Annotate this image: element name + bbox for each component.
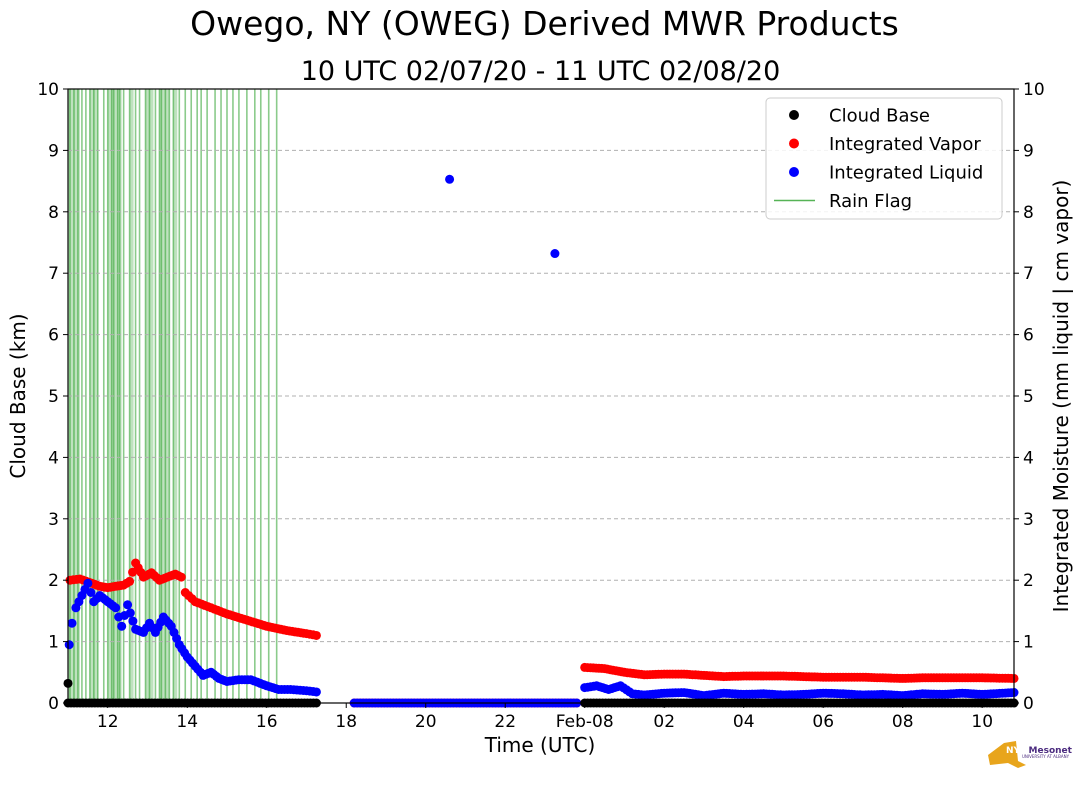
y-tick-label-left: 6 [48, 326, 59, 346]
y-tick-label-right: 8 [1023, 203, 1034, 223]
rain-flag-band [159, 89, 170, 703]
y-tick-label-right: 6 [1023, 326, 1034, 346]
x-tick-label: 18 [335, 712, 357, 732]
data-layer [63, 174, 1019, 708]
y-tick-label-right: 4 [1023, 448, 1034, 468]
integrated-liquid-point [83, 578, 93, 588]
integrated-liquid-point [64, 640, 74, 650]
x-tick-label: 22 [494, 712, 516, 732]
x-tick-label: 14 [176, 712, 198, 732]
y-tick-label-left: 9 [48, 141, 59, 161]
chart-title: Owego, NY (OWEG) Derived MWR Products [190, 4, 899, 43]
legend-label-cloud-base: Cloud Base [829, 106, 930, 127]
y-tick-label-right: 1 [1023, 633, 1034, 653]
x-tick-label: 20 [415, 712, 437, 732]
x-axis-label: Time (UTC) [484, 733, 596, 757]
y-tick-label-right: 2 [1023, 571, 1034, 591]
legend-marker-cloud-base [789, 110, 799, 120]
integrated-vapor-point [125, 576, 135, 586]
y-tick-label-left: 2 [48, 571, 59, 591]
integrated-liquid-outlier [445, 174, 455, 184]
integrated-liquid-outlier [550, 249, 560, 259]
y-tick-label-right: 10 [1023, 80, 1045, 100]
y-tick-label-left: 5 [48, 387, 59, 407]
x-tick-label: 08 [892, 712, 914, 732]
integrated-liquid-point [111, 603, 121, 613]
x-tick-label: 16 [256, 712, 278, 732]
integrated-liquid-point [67, 618, 77, 628]
y-tick-label-left: 4 [48, 448, 59, 468]
logo-text-mesonet: Mesonet [1029, 746, 1073, 756]
nys-mesonet-logo: NYS Mesonet UNIVERSITY AT ALBANY [988, 741, 1073, 768]
x-tick-label: 12 [97, 712, 119, 732]
integrated-liquid-point [123, 600, 133, 610]
x-tick-label: 06 [812, 712, 834, 732]
integrated-vapor-point [176, 572, 186, 582]
y-tick-label-right: 9 [1023, 141, 1034, 161]
y-tick-label-left: 8 [48, 203, 59, 223]
y-tick-label-right: 3 [1023, 510, 1034, 530]
logo-text-nys: NYS [1006, 746, 1027, 756]
chart-subtitle: 10 UTC 02/07/20 - 11 UTC 02/08/20 [300, 56, 781, 87]
y-tick-label-right: 0 [1023, 694, 1034, 714]
logo-subtext: UNIVERSITY AT ALBANY [1022, 754, 1070, 759]
y-tick-label-left: 0 [48, 694, 59, 714]
legend-marker-integrated-liquid [789, 167, 799, 177]
legend-label-rain-flag: Rain Flag [829, 191, 912, 212]
y-tick-label-left: 3 [48, 510, 59, 530]
integrated-liquid-point [117, 621, 127, 631]
legend-marker-integrated-vapor [789, 138, 799, 149]
logo-text: NYS Mesonet [1006, 746, 1073, 756]
legend-label-integrated-vapor: Integrated Vapor [829, 134, 981, 155]
x-tick-label: 10 [971, 712, 993, 732]
x-tick-label: Feb-08 [556, 712, 614, 732]
legend-label-integrated-liquid: Integrated Liquid [829, 163, 983, 184]
y-axis-right-label: Integrated Moisture (mm liquid | cm vapo… [1049, 180, 1073, 613]
integrated-vapor-point [311, 630, 321, 640]
y-tick-label-left: 1 [48, 633, 59, 653]
legend-frame [765, 97, 1003, 220]
x-tick-label: 02 [653, 712, 675, 732]
new-york-state-icon [988, 741, 1026, 768]
grid-layer [68, 149, 1014, 643]
integrated-liquid-point [128, 616, 138, 626]
y-axis-left-label: Cloud Base (km) [6, 313, 30, 478]
y-tick-label-right: 5 [1023, 387, 1034, 407]
integrated-liquid-point [86, 588, 96, 597]
y-tick-label-right: 7 [1023, 264, 1034, 284]
y-tick-label-left: 10 [37, 80, 59, 100]
integrated-liquid-point [311, 687, 321, 697]
y-tick-label-left: 7 [48, 264, 59, 284]
x-tick-label: 04 [733, 712, 755, 732]
legend: Cloud Base Integrated Vapor Integrated Liq… [765, 97, 1003, 220]
integrated-liquid-point [125, 608, 135, 618]
